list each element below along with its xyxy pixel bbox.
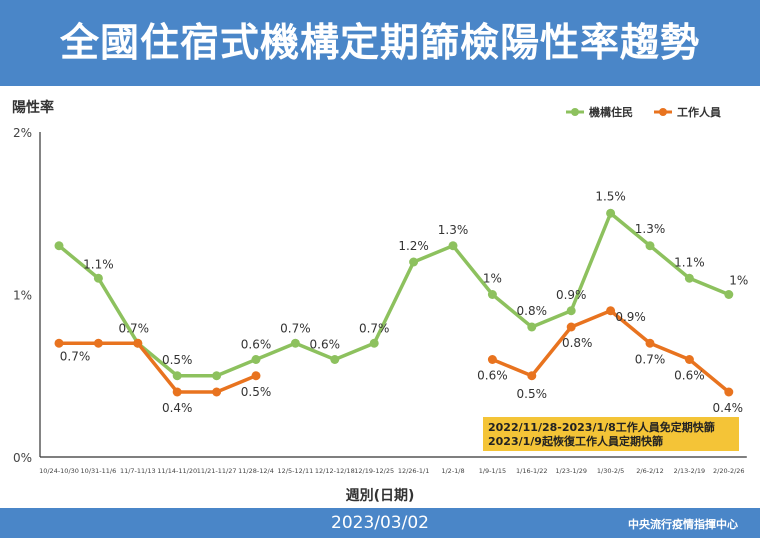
data-point [684, 355, 694, 364]
series-line [59, 341, 257, 394]
x-tick-label: 11/28-12/4 [238, 467, 274, 475]
x-axis-title: 週別(日期) [346, 488, 415, 504]
data-label: 1.3% [438, 223, 469, 237]
data-label: 0.5% [162, 353, 193, 367]
data-label: 0.5% [241, 385, 272, 399]
x-tick-label: 2/20-2/26 [713, 467, 745, 475]
data-point [409, 257, 419, 267]
data-point [290, 338, 300, 348]
data-label: 0.5% [517, 387, 548, 401]
x-tick-label: 1/2-1/8 [441, 467, 464, 475]
data-point [487, 290, 497, 299]
x-tick-label: 1/16-1/22 [516, 467, 548, 475]
data-label: 0.8% [517, 304, 548, 318]
data-point [566, 306, 576, 316]
x-tick-label: 12/5-12/11 [278, 467, 314, 475]
data-point [606, 306, 616, 316]
data-label: 0.8% [562, 336, 593, 350]
legend-label: 機構住民 [589, 105, 633, 119]
x-tick-label: 10/31-11/6 [81, 467, 117, 475]
y-tick-label: 2% [13, 126, 32, 140]
data-point [645, 338, 655, 348]
data-point [566, 322, 576, 332]
x-tick-label: 1/9-1/15 [479, 467, 506, 475]
x-tick-label: 1/30-2/5 [597, 467, 624, 475]
data-point [251, 355, 261, 364]
data-point [93, 338, 103, 348]
data-label: 0.6% [310, 338, 341, 352]
x-tick-label: 1/23-1/29 [555, 467, 587, 475]
data-label: 1.5% [595, 189, 626, 203]
note-text: 2022/11/28-2023/1/8工作人員免定期快篩 [488, 420, 715, 434]
x-tick-label: 12/12-12/18 [315, 467, 355, 475]
data-label: 0.9% [556, 288, 587, 302]
footer-source: 中央流行疫情指揮中心 [628, 518, 738, 531]
data-label: 0.4% [162, 401, 193, 415]
data-point [527, 322, 537, 332]
data-point [724, 387, 734, 397]
data-label: 0.4% [713, 401, 744, 415]
x-tick-label: 2/6-2/12 [636, 467, 663, 475]
orange-line-icon [659, 108, 667, 116]
legend-label: 工作人員 [677, 105, 721, 119]
y-axis-title: 陽性率 [12, 99, 54, 116]
data-point [133, 338, 143, 348]
data-point [724, 290, 734, 299]
data-point [330, 355, 340, 364]
data-label: 1% [483, 272, 502, 286]
title-banner: 全國住宿式機構定期篩檢陽性率趨勢 [0, 0, 760, 86]
data-point [645, 241, 655, 251]
data-point [684, 273, 694, 283]
x-tick-label: 2/13-2/19 [674, 467, 706, 475]
note-text: 2023/1/9起恢復工作人員定期快篩 [488, 434, 663, 448]
data-point [369, 338, 379, 348]
data-label: 0.6% [241, 338, 272, 352]
data-label: 1.1% [674, 255, 705, 269]
data-point [54, 241, 64, 251]
x-tick-label: 11/21-11/27 [197, 467, 237, 475]
data-point [606, 208, 616, 218]
green-line-icon [571, 108, 579, 116]
data-point [251, 371, 261, 381]
data-point [487, 355, 497, 364]
data-point [93, 273, 103, 283]
y-tick-label: 0% [13, 451, 32, 465]
data-label: 1.2% [398, 239, 429, 253]
data-label: 0.7% [60, 349, 91, 363]
footer-date: 2023/03/02 [331, 513, 429, 533]
x-tick-label: 11/14-11/20 [157, 467, 197, 475]
x-tick-label: 12/19-12/25 [354, 467, 394, 475]
data-point [172, 387, 182, 397]
data-point [212, 387, 222, 397]
data-label: 0.7% [119, 321, 150, 335]
footer-bar: 2023/03/02 中央流行疫情指揮中心 [0, 508, 760, 538]
data-label: 1.1% [83, 257, 114, 271]
y-tick-label: 1% [13, 289, 32, 303]
data-label: 0.7% [280, 321, 311, 335]
data-label: 0.9% [615, 310, 646, 324]
x-tick-label: 12/26-1/1 [398, 467, 430, 475]
data-point [448, 241, 458, 251]
data-point [54, 338, 64, 348]
note-box [483, 417, 739, 451]
data-point [172, 371, 182, 381]
data-point [212, 371, 222, 381]
series-line [57, 211, 730, 378]
data-label: 0.7% [359, 321, 390, 335]
data-label: 1% [729, 274, 748, 288]
data-label: 0.6% [477, 369, 508, 383]
data-label: 0.7% [635, 352, 666, 366]
x-tick-label: 10/24-10/30 [39, 467, 79, 475]
page-title: 全國住宿式機構定期篩檢陽性率趨勢 [59, 21, 700, 66]
data-label: 0.6% [674, 369, 705, 383]
data-label: 1.3% [635, 222, 666, 236]
data-point [527, 371, 537, 381]
x-tick-label: 11/7-11/13 [120, 467, 156, 475]
